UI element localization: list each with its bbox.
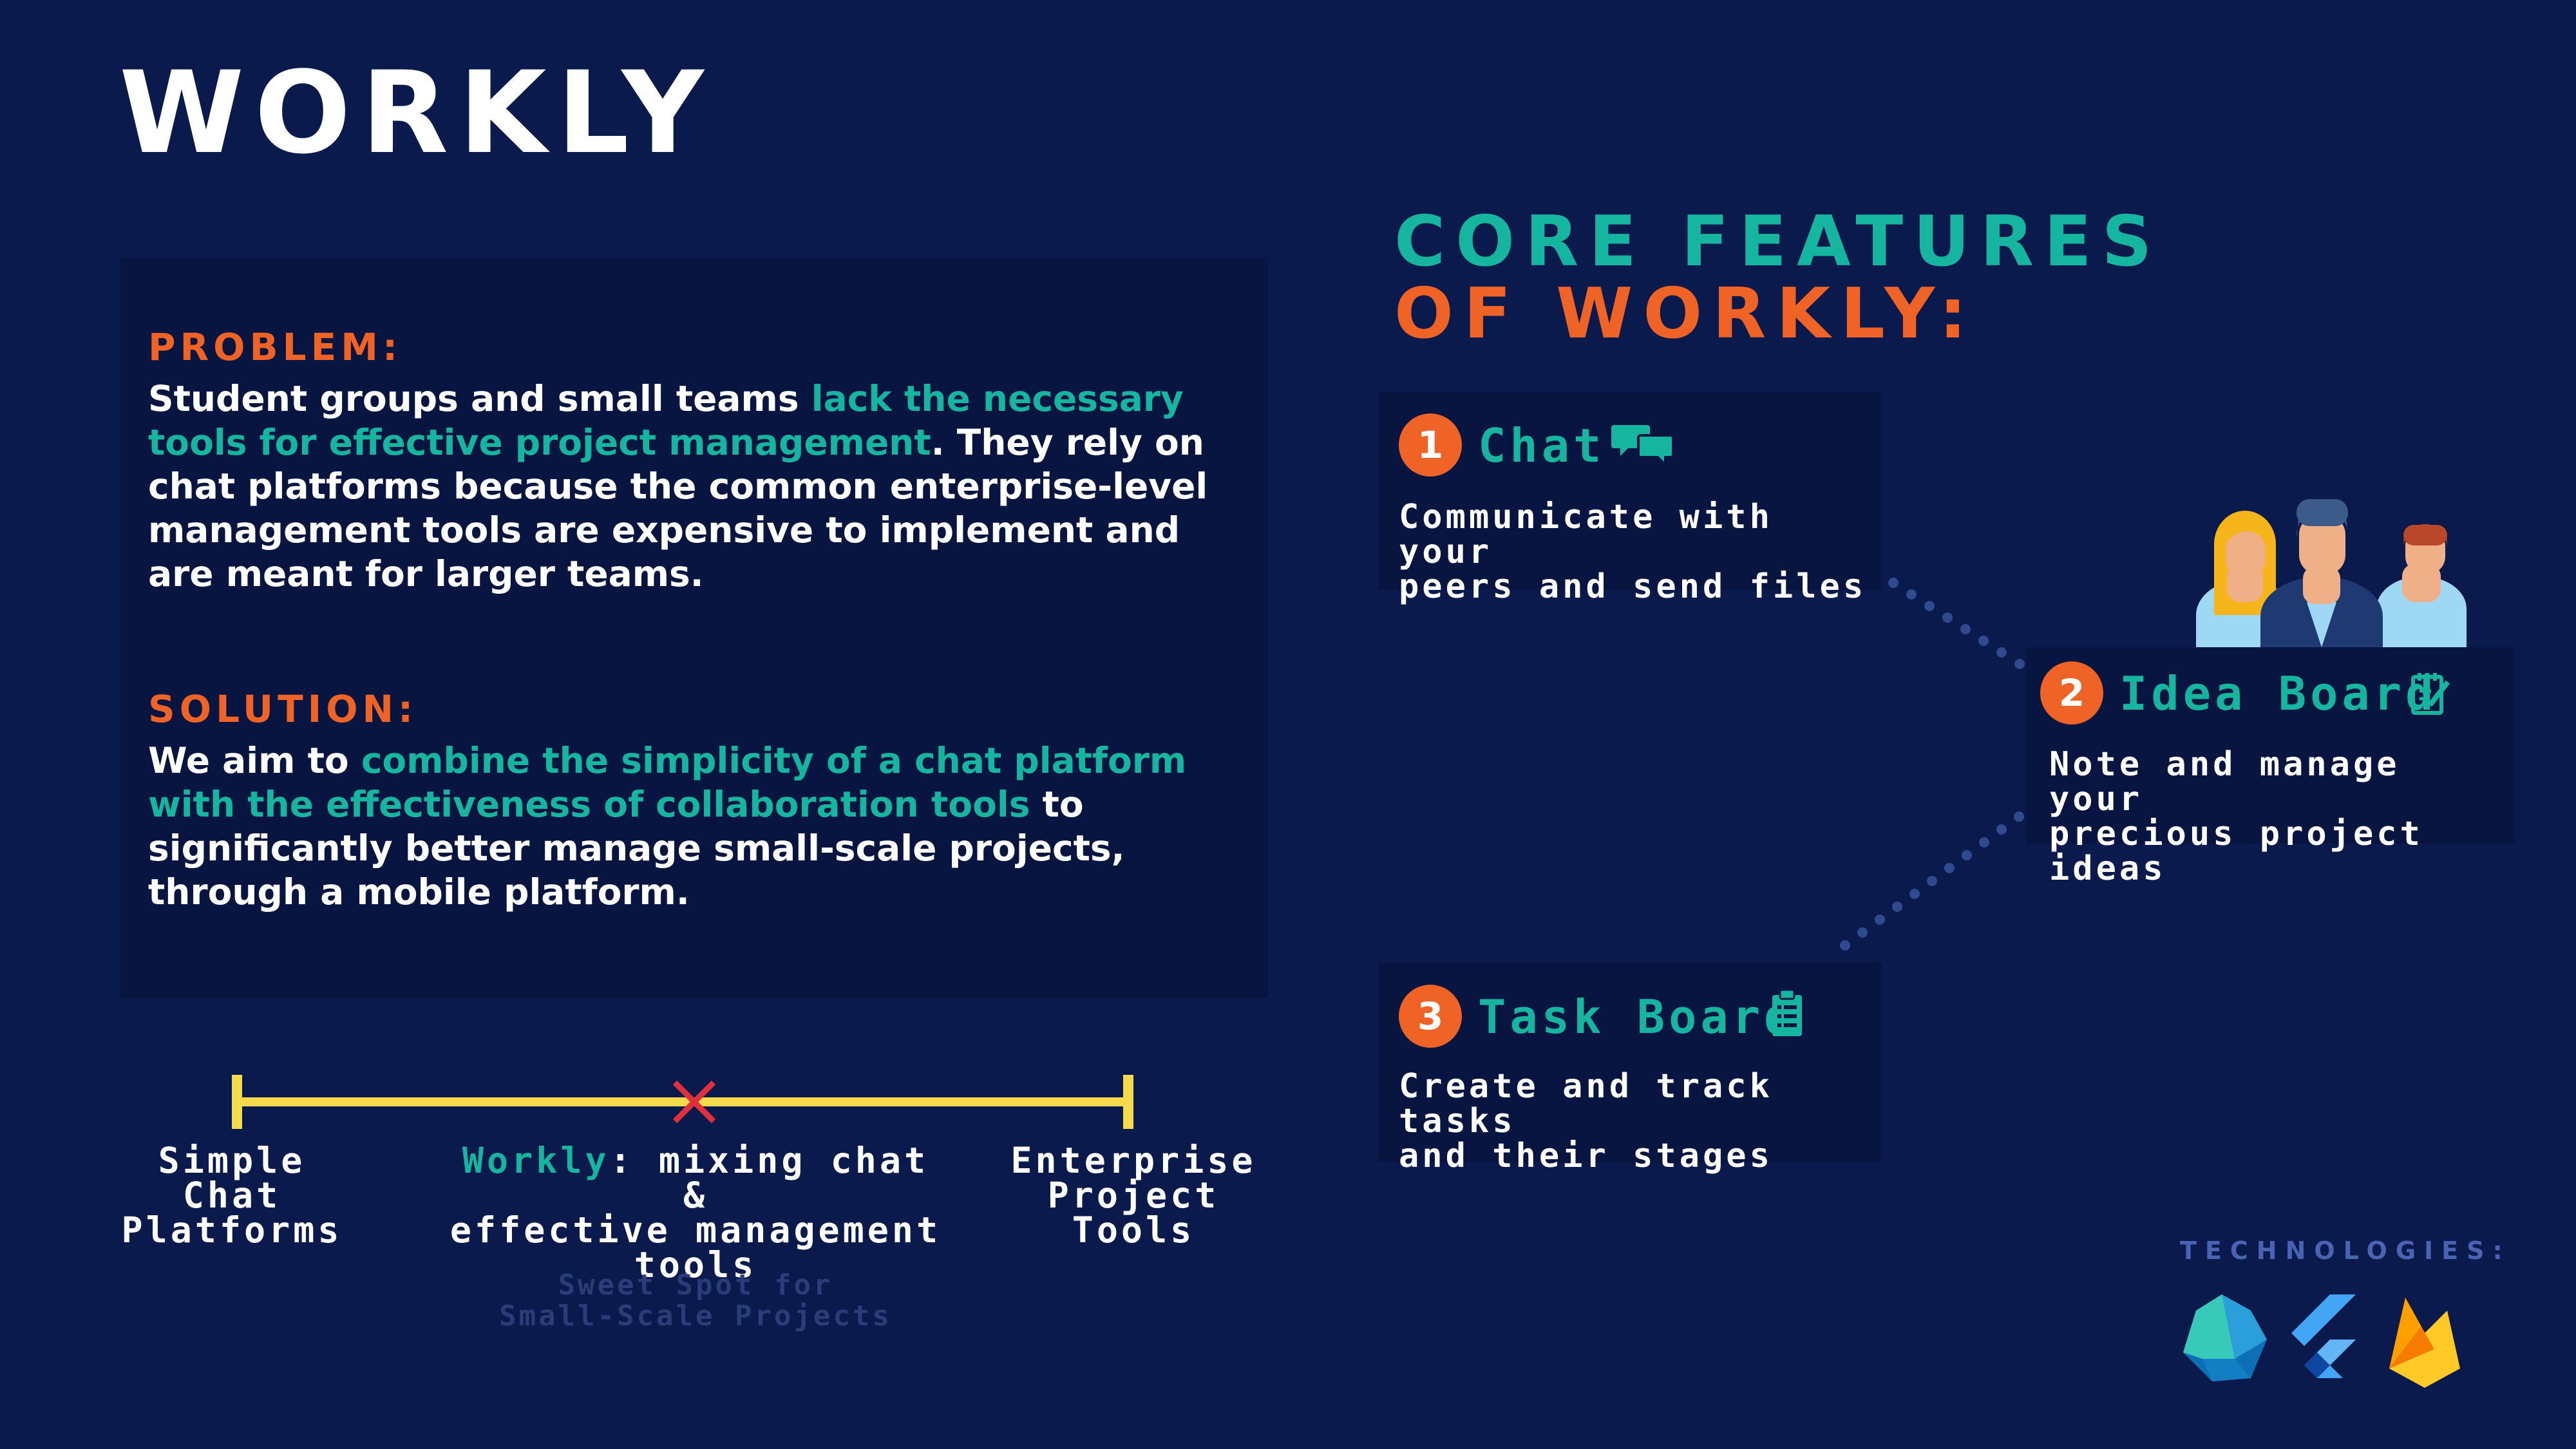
scale-middle-text: : mixing chat & effective management too… [450, 1140, 942, 1285]
solution-text-end: to significantly better manage small-sca… [148, 784, 1125, 913]
core-features-heading: CORE FEATURES OF WORKLY: [1394, 206, 2162, 350]
feature-card-task-board: 3 Task Board Create and track tasks and … [1378, 963, 1882, 1173]
feature-card-idea-board: 2 Idea Board Note and manage your precio… [2026, 647, 2514, 886]
core-features-line1: CORE FEATURES [1394, 202, 2163, 282]
core-features-line2: OF WORKLY: [1394, 274, 1977, 354]
feature-number-badge: 2 [2040, 661, 2103, 724]
team-people-icon [2196, 499, 2467, 647]
firebase-icon [2389, 1298, 2460, 1388]
problem-text-start: Student groups and small teams [148, 378, 811, 419]
clipboard-list-icon [1772, 989, 1802, 1036]
sweet-spot-caption: Sweet Spot for Small-Scale Projects [499, 1269, 892, 1332]
technology-logos [2183, 1294, 2460, 1388]
feature-title: Idea Board [2119, 667, 2438, 721]
scale-left-label: Simple Chat Platforms [121, 1140, 343, 1251]
feature-number-badge: 3 [1399, 985, 1462, 1048]
scale-middle-label: Workly: mixing chat & effective manageme… [438, 1140, 953, 1285]
feature-description: Communicate with your peers and send fil… [1399, 498, 1867, 606]
chat-bubbles-icon [1611, 425, 1674, 466]
page-title: WORKLY [119, 47, 714, 179]
solution-text: We aim to combine the simplicity of a ch… [148, 739, 1243, 914]
feature-title: Chat [1478, 419, 1605, 473]
problem-heading: PROBLEM: [148, 325, 402, 369]
problem-text: Student groups and small teams lack the … [148, 377, 1243, 596]
problem-solution-panel [119, 258, 1268, 998]
feature-description: Note and manage your precious project id… [2049, 745, 2423, 888]
solution-text-start: We aim to [148, 740, 361, 781]
sweet-spot-cross-icon [672, 1080, 716, 1124]
solution-heading: SOLUTION: [148, 687, 418, 731]
spectrum-scale [232, 1075, 1133, 1129]
technologies-label: TECHNOLOGIES: [2180, 1236, 2511, 1265]
scale-right-label: Enterprise Project Tools [1010, 1140, 1256, 1251]
scale-middle-highlight: Workly [462, 1140, 610, 1181]
problem-text-end: . They rely on chat platforms because th… [148, 422, 1208, 594]
feature-number-badge: 1 [1399, 413, 1462, 477]
feature-title: Task Board [1478, 990, 1796, 1044]
solution-text-highlight: combine the simplicity of a chat platfor… [148, 740, 1187, 825]
feature-description: Create and track tasks and their stages [1399, 1067, 1773, 1175]
dart-icon [2183, 1294, 2267, 1381]
feature-card-chat: 1 Chat Communicate with your peers and s… [1378, 392, 1882, 604]
notepad-pencil-icon [2411, 673, 2450, 715]
flutter-icon [2291, 1294, 2356, 1378]
problem-text-highlight: lack the necessary tools for effective p… [148, 378, 1184, 463]
